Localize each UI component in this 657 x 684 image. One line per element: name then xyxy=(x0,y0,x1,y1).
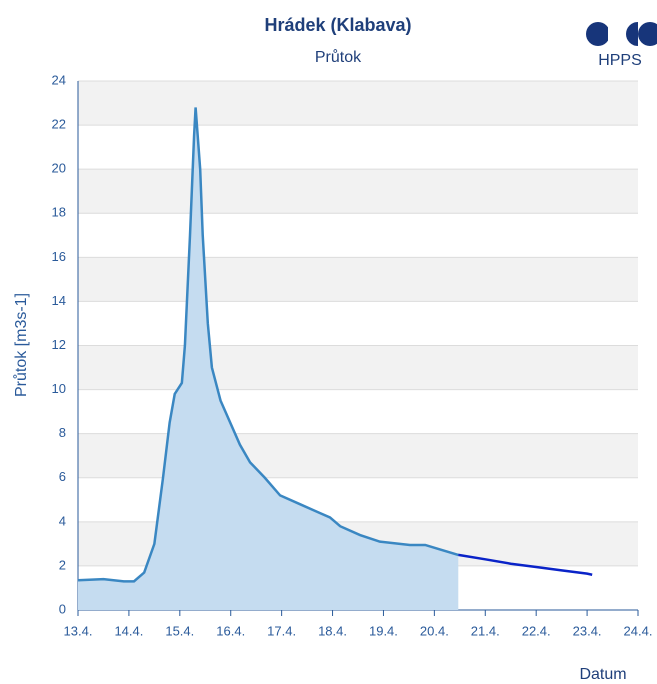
x-tick-label: 22.4. xyxy=(522,623,551,638)
line xyxy=(77,107,459,583)
x-tick-label: 21.4. xyxy=(471,623,500,638)
grid-band xyxy=(78,125,638,170)
x-tick-label: 18.4. xyxy=(318,623,347,638)
y-tick-label: 6 xyxy=(59,469,66,484)
x-tick-label: 15.4. xyxy=(165,623,194,638)
y-tick-label: 8 xyxy=(59,425,66,440)
grid-band xyxy=(78,433,638,478)
y-tick-label: 14 xyxy=(52,293,66,308)
y-tick-label: 10 xyxy=(52,381,66,396)
grid-band xyxy=(78,169,638,214)
y-tick-label: 12 xyxy=(52,337,66,352)
logo-text: HPPS xyxy=(598,52,642,69)
y-axis-label: Průtok [m3s-1] xyxy=(12,293,30,397)
logo-mark xyxy=(638,22,657,46)
y-tick-label: 18 xyxy=(52,205,66,220)
x-tick-label: 19.4. xyxy=(369,623,398,638)
grid-band xyxy=(78,301,638,346)
x-tick-label: 17.4. xyxy=(267,623,296,638)
x-tick-label: 23.4. xyxy=(573,623,602,638)
logo-mark xyxy=(586,22,610,46)
chart-title: Hrádek (Klabava) xyxy=(264,15,411,35)
grid-band xyxy=(78,389,638,434)
y-tick-label: 24 xyxy=(52,72,66,87)
x-axis-label: Datum xyxy=(579,666,626,683)
x-tick-label: 16.4. xyxy=(216,623,245,638)
y-tick-label: 22 xyxy=(52,117,66,132)
area xyxy=(78,107,459,610)
logo-mark xyxy=(626,22,638,46)
chart-subtitle: Průtok xyxy=(315,48,362,66)
grid-band xyxy=(78,257,638,302)
y-tick-label: 16 xyxy=(52,249,66,264)
x-tick-label: 13.4. xyxy=(64,623,93,638)
x-tick-label: 24.4. xyxy=(624,623,653,638)
grid-band xyxy=(78,81,638,126)
y-tick-label: 4 xyxy=(59,513,66,528)
y-tick-label: 2 xyxy=(59,557,66,572)
line xyxy=(458,553,593,576)
y-tick-label: 20 xyxy=(52,161,66,176)
grid-band xyxy=(78,345,638,390)
x-tick-label: 20.4. xyxy=(420,623,449,638)
y-tick-label: 0 xyxy=(59,601,66,616)
grid-band xyxy=(78,213,638,258)
x-tick-label: 14.4. xyxy=(114,623,143,638)
